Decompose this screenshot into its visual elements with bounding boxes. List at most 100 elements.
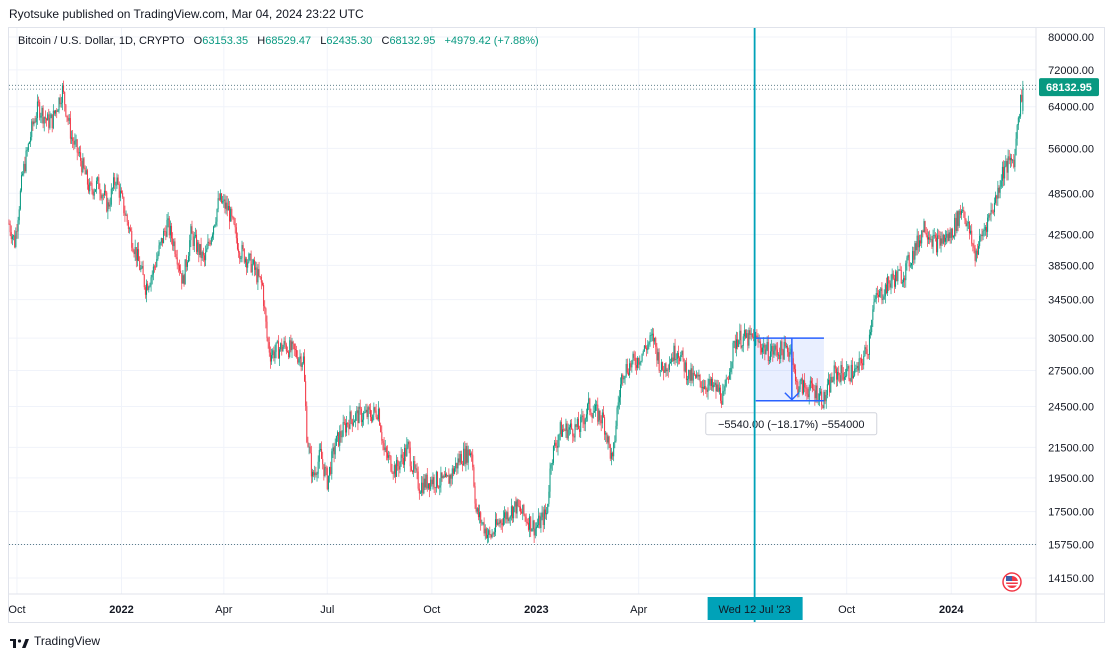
candle-body	[617, 402, 619, 408]
chart-pane[interactable]	[8, 27, 1105, 623]
candle-body	[191, 226, 193, 234]
candle-body	[796, 381, 798, 382]
candle-body	[523, 504, 525, 515]
candle-body	[926, 235, 928, 240]
candle-body	[342, 422, 344, 437]
candle-body	[779, 354, 781, 359]
candle-body	[35, 118, 37, 123]
candle-body	[941, 238, 943, 244]
candle-body	[464, 448, 466, 464]
candle-body	[398, 466, 400, 470]
candle-body	[390, 455, 392, 471]
candle-body	[347, 422, 349, 425]
candle-body	[518, 506, 520, 508]
candle-body	[119, 190, 121, 198]
candle-body	[673, 345, 675, 362]
candle-body	[784, 341, 786, 347]
candle-body	[923, 221, 925, 233]
candle-body	[294, 349, 296, 350]
candle-body	[895, 271, 897, 287]
tradingview-footer[interactable]: TradingView	[10, 634, 100, 648]
candle-body	[787, 346, 789, 353]
candle-body	[666, 369, 668, 372]
candle-body	[550, 464, 552, 469]
candle-body	[257, 269, 259, 283]
candle-body	[73, 141, 75, 145]
candle-body	[473, 467, 475, 487]
candle-body	[400, 454, 402, 463]
candle-body	[434, 487, 436, 489]
candle-body	[709, 379, 711, 386]
candle-body	[313, 471, 315, 476]
last-price-tag	[1039, 78, 1099, 97]
candle-body	[649, 335, 651, 343]
candle-body	[839, 375, 841, 382]
candle-body	[602, 412, 604, 418]
candle-body	[404, 447, 406, 465]
candle-body	[382, 440, 384, 443]
symbol-title[interactable]: Bitcoin / U.S. Dollar, 1D, CRYPTO	[18, 35, 185, 47]
candle-body	[695, 374, 697, 378]
candle-body	[93, 191, 95, 196]
candle-body	[222, 201, 224, 203]
candle-body	[589, 398, 591, 413]
candle-body	[394, 465, 396, 477]
candle-body	[776, 349, 778, 356]
candle-body	[11, 236, 13, 240]
candle-body	[376, 417, 378, 420]
candle-body	[388, 455, 390, 458]
candle-body	[182, 275, 184, 284]
candle-body	[828, 379, 830, 385]
candle-body	[891, 273, 893, 281]
candle-body	[300, 356, 302, 367]
candle-body	[122, 193, 124, 197]
candle-body	[209, 243, 211, 245]
candle-body	[604, 417, 606, 435]
candle-body	[229, 205, 231, 222]
candle-body	[864, 347, 866, 357]
candle-body	[319, 449, 321, 450]
candle-body	[359, 406, 361, 409]
candle-body	[670, 362, 672, 364]
candle-body	[663, 369, 665, 373]
candle-body	[785, 346, 787, 347]
candle-body	[219, 193, 221, 200]
candle-body	[1012, 159, 1014, 161]
candle-body	[610, 452, 612, 459]
candle-body	[915, 243, 917, 251]
candle-body	[32, 121, 34, 125]
candle-body	[449, 474, 451, 484]
candle-body	[543, 509, 545, 526]
y-tick-label: 80000.00	[1048, 32, 1094, 44]
candle-body	[340, 431, 342, 437]
candle-body	[579, 429, 581, 432]
candle-body	[562, 429, 564, 437]
candle-body	[624, 375, 626, 379]
candle-body	[756, 335, 758, 337]
candle-body	[763, 344, 765, 348]
candle-body	[64, 91, 66, 105]
candle-body	[185, 259, 187, 267]
candle-body	[98, 177, 100, 190]
candle-body	[65, 104, 67, 116]
candle-body	[955, 217, 957, 231]
candle-body	[247, 262, 249, 268]
candle-body	[210, 237, 212, 245]
candle-body	[462, 464, 464, 466]
candle-body	[564, 429, 566, 431]
candle-body	[349, 411, 351, 429]
candle-body	[939, 235, 941, 246]
candle-body	[411, 470, 413, 473]
candle-body	[995, 195, 997, 203]
candle-body	[492, 533, 494, 535]
candle-body	[344, 423, 346, 433]
candle-body	[48, 114, 50, 128]
candle-body	[517, 499, 519, 507]
candle-body	[139, 260, 141, 270]
candle-body	[930, 239, 932, 241]
candle-body	[76, 139, 78, 153]
candle-body	[540, 517, 542, 529]
candle-body	[155, 266, 157, 268]
candle-body	[559, 422, 561, 435]
